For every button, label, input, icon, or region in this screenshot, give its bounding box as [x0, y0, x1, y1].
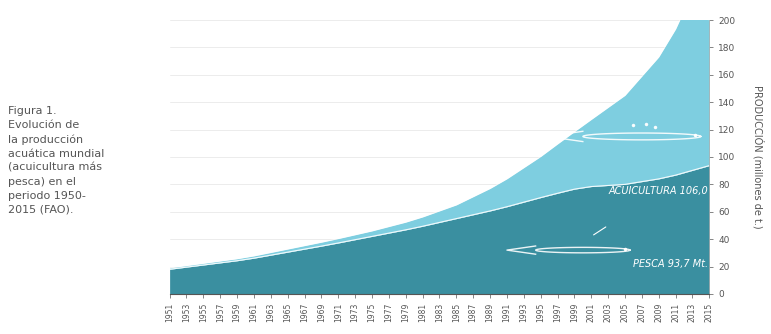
Text: Figura 1.
Evolución de
la producción
acuática mundial
(acuicultura más
pesca) en: Figura 1. Evolución de la producción acu…: [8, 106, 104, 215]
Text: PESCA 93,7 Mt.: PESCA 93,7 Mt.: [634, 259, 709, 269]
Text: ACUICULTURA 106,0 Mt.: ACUICULTURA 106,0 Mt.: [608, 186, 726, 196]
Y-axis label: PRODUCCIÓN (millones de t.): PRODUCCIÓN (millones de t.): [752, 85, 764, 229]
